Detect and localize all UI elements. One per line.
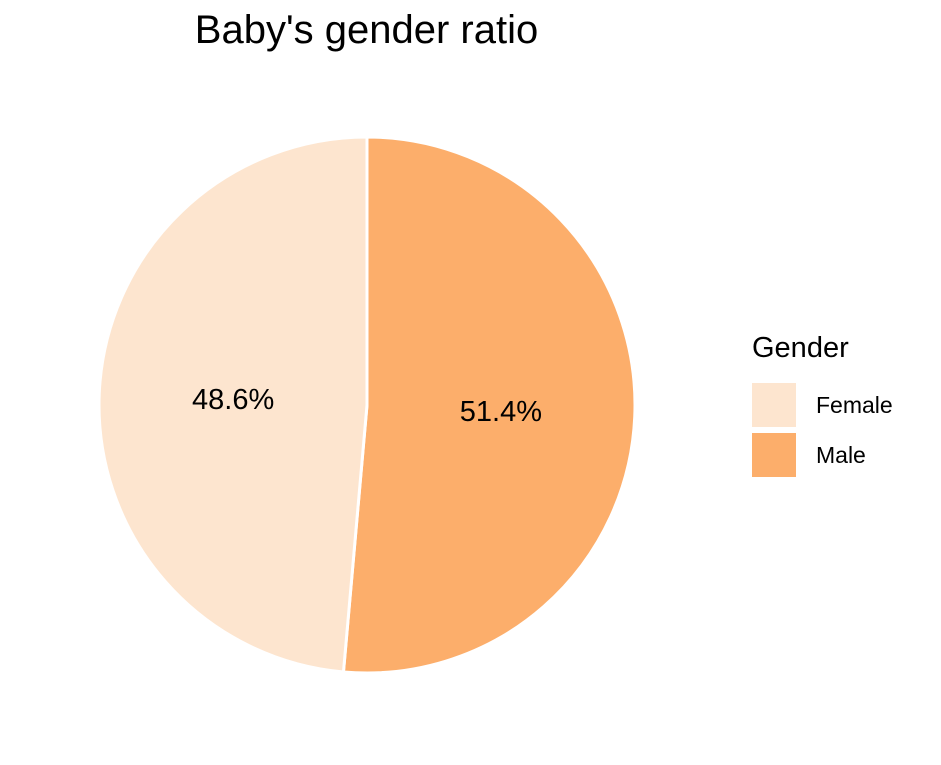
legend-swatch-female bbox=[752, 383, 796, 427]
legend-item-male: Male bbox=[752, 430, 893, 480]
legend: Gender Female Male bbox=[752, 330, 893, 480]
legend-title: Gender bbox=[752, 332, 849, 364]
slice-label-male: 51.4% bbox=[460, 396, 542, 428]
pie-slice-male bbox=[341, 135, 637, 675]
legend-label-female: Female bbox=[816, 391, 893, 418]
legend-swatch-male bbox=[752, 433, 796, 477]
legend-item-female: Female bbox=[752, 380, 893, 430]
slice-label-female: 48.6% bbox=[192, 384, 274, 416]
pie-slice-female bbox=[97, 135, 369, 674]
legend-label-male: Male bbox=[816, 441, 866, 468]
chart-title: Baby's gender ratio bbox=[194, 8, 539, 52]
